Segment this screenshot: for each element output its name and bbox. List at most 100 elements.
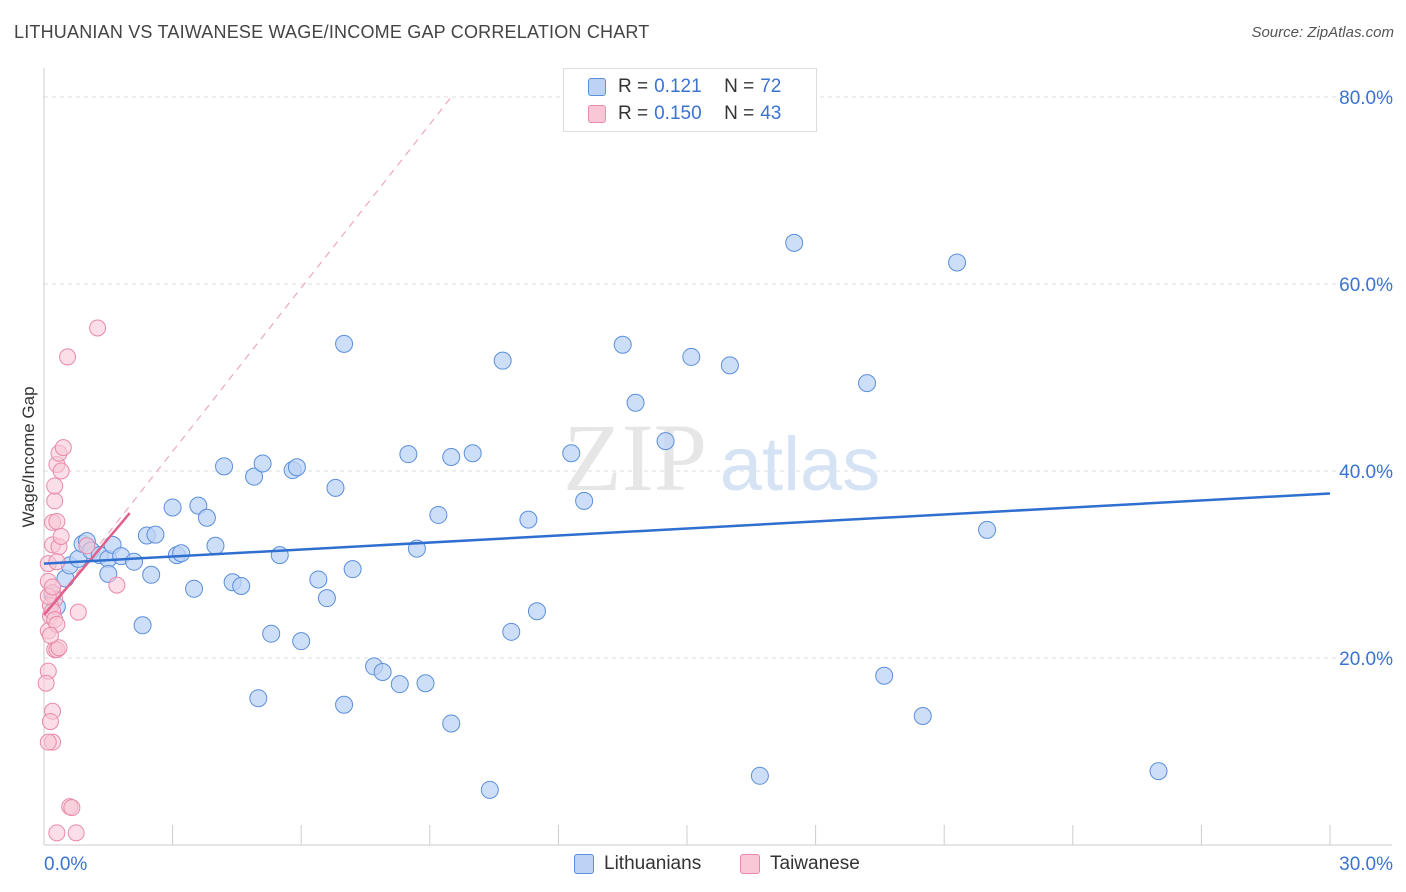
r-value: 0.150 <box>654 103 702 124</box>
lithuanian-point <box>978 520 997 539</box>
lithuanian-point <box>373 663 392 682</box>
r-label: R = <box>618 103 649 124</box>
lithuanian-point <box>913 706 932 725</box>
r-value: 0.121 <box>654 76 702 97</box>
lithuanian-point <box>125 552 144 571</box>
lithuanian-point <box>185 579 204 598</box>
watermark-atlas: atlas <box>720 422 881 507</box>
pink-swatch <box>588 105 606 123</box>
trend-layer <box>43 96 452 616</box>
lithuanian-point <box>317 589 336 608</box>
correlation-legend: R = 0.121 N = 72 R = 0.150 N = 43 <box>563 68 817 132</box>
lithuanian-point <box>326 478 345 497</box>
y-axis-label: Wage/Income Gap <box>19 386 38 527</box>
blue-swatch <box>588 78 606 96</box>
blue-swatch <box>574 854 594 874</box>
legend-item-taiwanese[interactable]: Taiwanese <box>740 851 860 877</box>
legend-row-taiwanese: R = 0.150 N = 43 <box>588 101 781 127</box>
pink-swatch <box>740 854 760 874</box>
taiwanese-point <box>46 492 64 510</box>
lithuanian-point <box>750 766 769 785</box>
lithuanian-point <box>785 233 804 252</box>
taiwanese-point <box>50 639 68 657</box>
lithuanian-point <box>613 335 632 354</box>
y-tick-label: 20.0% <box>1339 649 1393 670</box>
taiwanese-point <box>108 576 126 594</box>
lithuanian-point <box>335 334 354 353</box>
taiwanese-point <box>48 512 66 530</box>
lithuanian-point <box>343 560 362 579</box>
chart-title: LITHUANIAN VS TAIWANESE WAGE/INCOME GAP … <box>14 22 650 42</box>
lithuanian-point <box>292 632 311 651</box>
labels-layer: 20.0% 40.0% 60.0% 80.0% 0.0% 30.0% Wage/Income… <box>19 88 1393 875</box>
lithuanian-point <box>335 695 354 714</box>
lithuanian-point <box>287 458 306 477</box>
legend-label: Lithuanians <box>604 853 702 874</box>
x-tick-label: 0.0% <box>44 854 87 875</box>
lithuanian-point <box>626 393 645 412</box>
lithuanian-point <box>442 714 461 733</box>
n-value: 43 <box>760 103 782 124</box>
taiwanese-point <box>67 824 85 842</box>
lithuanian-point <box>948 253 967 272</box>
r-label: R = <box>618 76 649 97</box>
lithuanian-point <box>656 432 675 451</box>
lithuanian-point <box>493 351 512 370</box>
y-tick-label: 40.0% <box>1339 462 1393 483</box>
lithuanian-point <box>249 689 268 708</box>
lithuanian-point <box>562 444 581 463</box>
source-label: Source: ZipAtlas.com <box>1251 24 1394 41</box>
lithuanian-point <box>245 467 264 486</box>
n-label: N = <box>724 76 755 97</box>
watermark: ZIP atlas <box>563 404 880 511</box>
n-label: N = <box>724 103 755 124</box>
lithuanian-point <box>133 616 152 635</box>
lithuanian-point <box>146 525 165 544</box>
legend-label: Taiwanese <box>770 853 860 874</box>
lithuanian-point <box>399 445 418 464</box>
taiwanese-point <box>52 527 70 545</box>
lithuanian-point <box>720 356 739 375</box>
lithuanian-point <box>197 508 216 527</box>
lithuanian-point <box>575 491 594 510</box>
legend-row-lithuanians: R = 0.121 N = 72 <box>588 74 781 100</box>
grid-layer <box>44 96 1392 659</box>
lithuanian-point <box>163 498 182 517</box>
lithuanian-point <box>1149 762 1168 781</box>
lithuanian-point <box>215 457 234 476</box>
taiwanese-point <box>54 439 72 457</box>
points-layer <box>37 233 1331 842</box>
taiwanese-point <box>89 319 107 337</box>
taiwanese-point <box>41 713 59 731</box>
lithuanian-point <box>309 570 328 589</box>
lithuanian-point <box>390 675 409 694</box>
lithuanian-point <box>206 536 225 555</box>
lithuanian-point <box>682 347 701 366</box>
x-tick-label: 30.0% <box>1339 854 1393 875</box>
lithuanian-point <box>875 666 894 685</box>
lithuanian-point <box>502 622 521 641</box>
legend-item-lithuanians[interactable]: Lithuanians <box>574 851 701 877</box>
lithuanian-point <box>463 444 482 463</box>
taiwanese-point <box>63 799 81 817</box>
axis-layer <box>43 68 1392 846</box>
taiwanese-point <box>44 578 62 596</box>
lithuanian-point <box>232 577 251 596</box>
taiwanese-point <box>59 348 77 366</box>
lithuanian-point <box>262 624 281 643</box>
y-tick-label: 80.0% <box>1339 88 1393 109</box>
taiwanese-point <box>41 627 59 645</box>
lithuanian-trend-line <box>43 492 1331 565</box>
y-tick-label: 60.0% <box>1339 275 1393 296</box>
taiwanese-point <box>52 462 70 480</box>
lithuanian-point <box>142 565 161 584</box>
lithuanian-point <box>172 544 191 563</box>
lithuanian-point <box>189 496 208 515</box>
n-value: 72 <box>760 76 782 97</box>
lithuanian-point <box>527 602 546 621</box>
taiwanese-point <box>69 603 87 621</box>
lithuanian-point <box>858 374 877 393</box>
taiwanese-point <box>39 733 57 751</box>
taiwanese-trend-extension <box>43 96 452 616</box>
lithuanian-point <box>416 674 435 693</box>
